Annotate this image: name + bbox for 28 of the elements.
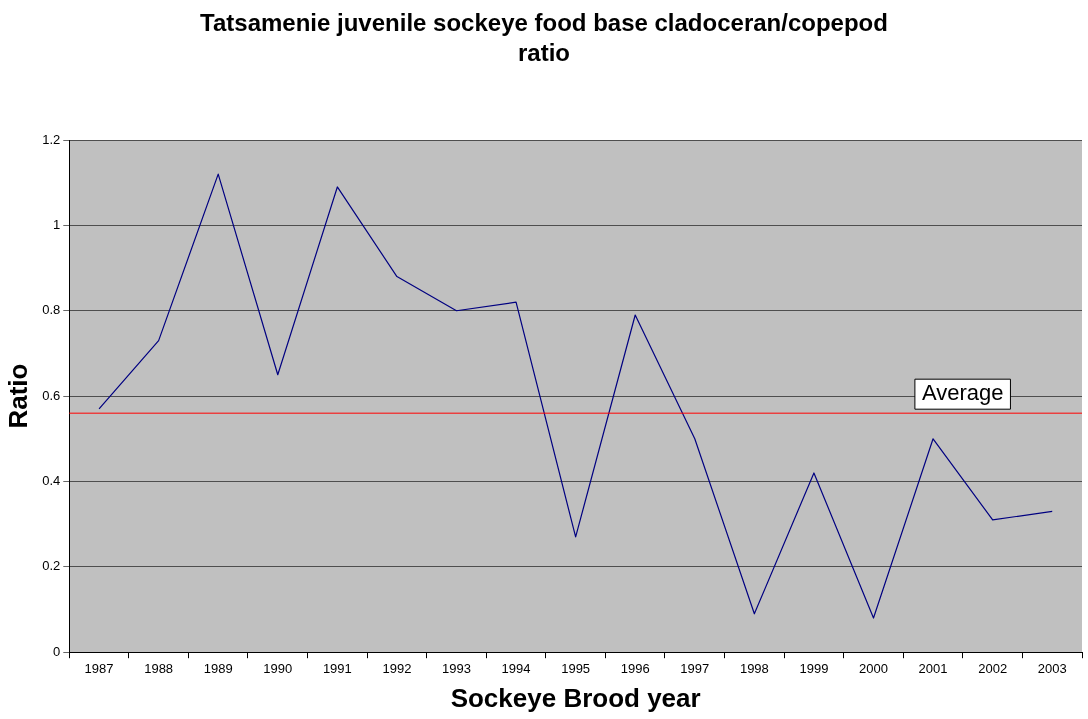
y-tick-label: 0.4 <box>42 473 61 489</box>
x-tick-label: 2003 <box>1037 660 1067 676</box>
x-tick-label: 1993 <box>442 660 471 676</box>
y-tick-label: 0.8 <box>42 302 61 318</box>
x-tick-label: 1999 <box>799 660 829 676</box>
x-tick-label: 1997 <box>680 660 710 676</box>
x-tick-label: 1991 <box>322 660 352 676</box>
x-tick-label: 1994 <box>501 660 531 676</box>
y-tick-label: 1 <box>53 216 61 232</box>
x-tick-label: 2000 <box>859 660 888 676</box>
x-tick-label: 1987 <box>84 660 114 676</box>
x-axis-title: Sockeye Brood year <box>450 682 701 713</box>
x-tick-label: 1995 <box>561 660 591 676</box>
chart-title: Tatsamenie juvenile sockeye food base cladoceran/copepod ratio <box>199 8 889 68</box>
y-tick-label: 0.2 <box>42 558 61 574</box>
x-tick-label: 1988 <box>144 660 174 676</box>
x-tick-label: 1998 <box>739 660 769 676</box>
x-tick-label: 1990 <box>263 660 293 676</box>
ref-line-label: Average <box>921 380 1004 406</box>
x-tick-label: 1996 <box>620 660 650 676</box>
x-tick-label: 2001 <box>918 660 948 676</box>
x-tick-label: 1992 <box>382 660 412 676</box>
y-tick-label: 0.6 <box>42 387 61 403</box>
y-tick-label: 0 <box>53 643 61 659</box>
x-tick-label: 2002 <box>978 660 1008 676</box>
y-axis-title: Ratio <box>2 363 33 429</box>
x-tick-label: 1989 <box>203 660 233 676</box>
y-tick-label: 1.2 <box>42 131 61 147</box>
